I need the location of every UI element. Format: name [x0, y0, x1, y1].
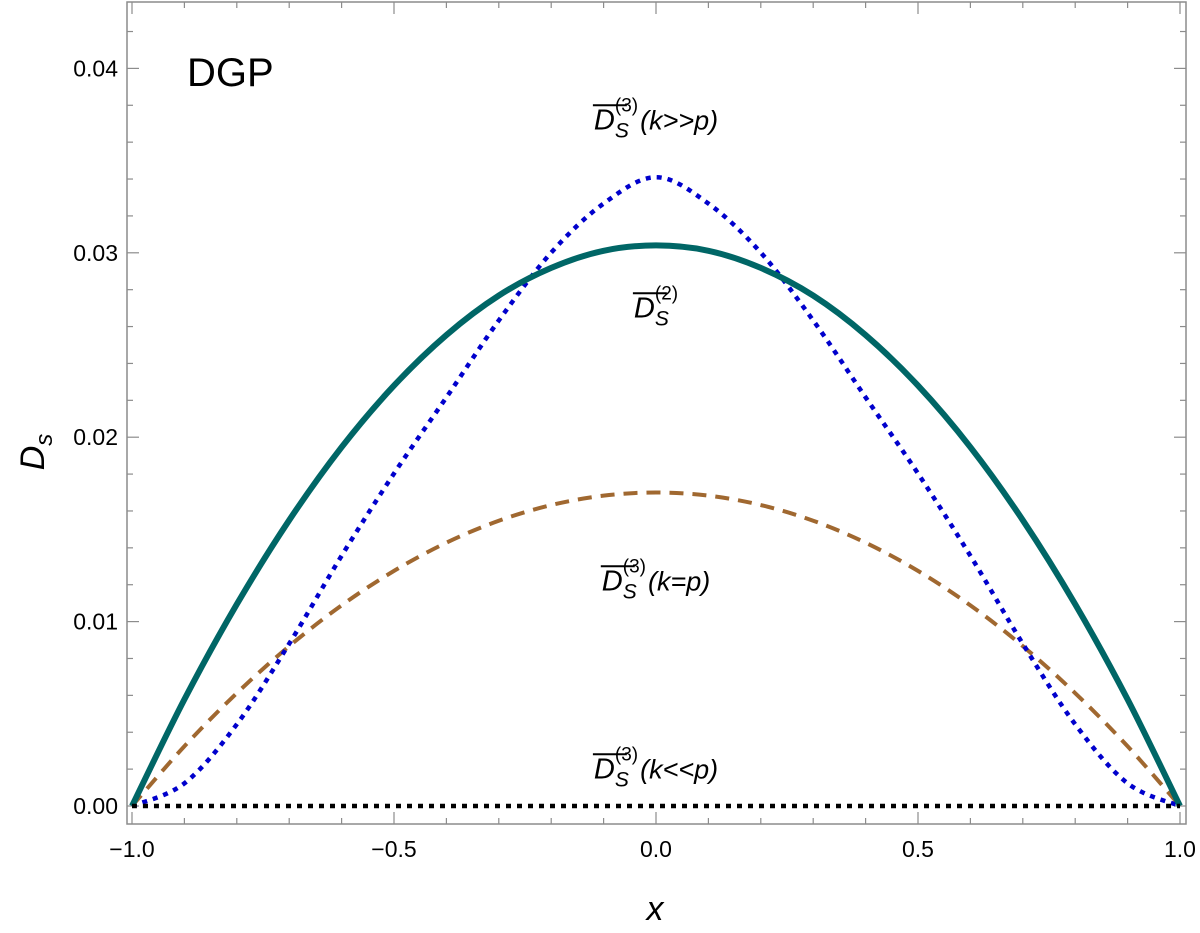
x-axis-title: x — [645, 890, 665, 928]
series-line-d3_kggp — [131, 174, 1181, 809]
series-line-d3_keqp — [130, 490, 1182, 808]
y-tick-label: 0.01 — [73, 609, 118, 635]
svg-text:DS(3)(k=p): DS(3)(k=p) — [602, 556, 710, 603]
x-tick-label: −0.5 — [371, 836, 416, 862]
svg-text:Ds: Ds — [14, 434, 58, 471]
y-axis-title: Ds — [14, 434, 58, 471]
tick-labels: −1.0 −0.5 0.0 0.5 1.0 0.00 0.01 0.02 0.03 0.04 — [73, 55, 1196, 862]
ann-d3-keqp: DS(3)(k=p) — [600, 556, 710, 603]
annotation-base: D — [634, 292, 655, 324]
svg-text:DS(3)(k>>p): DS(3)(k>>p) — [594, 95, 718, 142]
annotation-sub: S — [655, 307, 669, 330]
annotations: DS(3)(k>>p) DS(2) DS(3)(k=p) DS(3)(k<<p) — [592, 95, 718, 791]
series-layer — [129, 174, 1183, 809]
x-tick-label: −1.0 — [109, 836, 154, 862]
x-tick-label: 0.0 — [640, 836, 672, 862]
annotation-base: D — [602, 565, 623, 597]
ann-d2: DS(2) — [632, 283, 678, 330]
svg-text:DS(3)(k<<p): DS(3)(k<<p) — [594, 744, 718, 791]
annotation-base: D — [594, 104, 615, 136]
ticks — [127, 2, 1186, 824]
annotation-arg: (k>>p) — [640, 105, 718, 135]
series-line-d2 — [129, 242, 1183, 808]
y-axis-title-base: D — [14, 446, 52, 471]
y-tick-label: 0.00 — [73, 793, 118, 819]
annotation-sub: S — [623, 580, 637, 603]
y-tick-label: 0.04 — [73, 55, 118, 81]
panel-label: DGP — [187, 51, 274, 95]
ann-d3-kllp: DS(3)(k<<p) — [592, 744, 718, 791]
annotation-sub: S — [615, 768, 629, 791]
annotation-sub: S — [615, 119, 629, 142]
annotation-base: D — [594, 753, 615, 785]
svg-text:DS(2): DS(2) — [634, 283, 678, 330]
annotation-arg: (k<<p) — [640, 754, 718, 784]
y-tick-label: 0.02 — [73, 424, 118, 450]
annotation-arg: (k=p) — [648, 566, 710, 596]
x-tick-label: 1.0 — [1164, 836, 1196, 862]
ann-d3-kggp: DS(3)(k>>p) — [592, 95, 718, 142]
y-axis-title-sub: s — [31, 434, 58, 446]
y-tick-label: 0.03 — [73, 240, 118, 266]
x-tick-label: 0.5 — [902, 836, 934, 862]
